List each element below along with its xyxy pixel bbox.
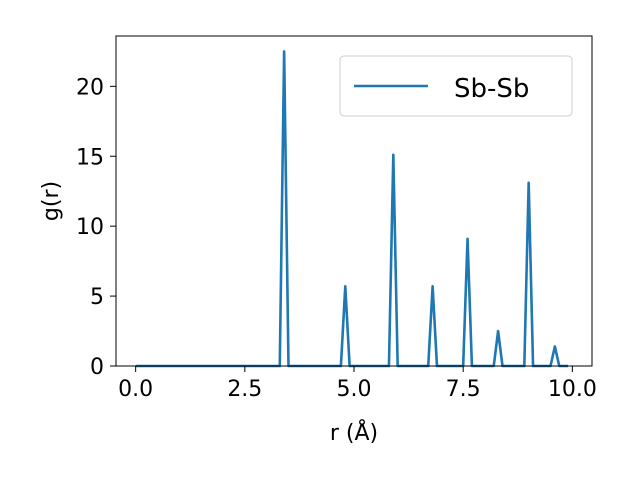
y-axis-label: g(r)	[39, 181, 64, 221]
x-tick-label: 7.5	[446, 377, 481, 402]
x-tick-label: 2.5	[227, 377, 262, 402]
x-axis-label: r (Å)	[330, 419, 378, 446]
y-tick-label: 10	[76, 215, 104, 240]
legend-box	[339, 55, 573, 117]
y-tick-label: 0	[90, 355, 104, 380]
y-tick-label: 5	[90, 285, 104, 310]
x-tick-label: 5.0	[337, 377, 372, 402]
y-tick-label: 20	[76, 75, 104, 100]
x-tick-label: 10.0	[548, 377, 597, 402]
y-tick-label: 15	[76, 145, 104, 170]
x-tick-label: 0.0	[118, 377, 153, 402]
legend: Sb-Sb	[339, 55, 573, 117]
axis-ticks: 0.0 2.5 5.0 7.5 10.0 0 5 10 15 20	[76, 75, 597, 402]
legend-label-sb-sb: Sb-Sb	[454, 74, 529, 104]
